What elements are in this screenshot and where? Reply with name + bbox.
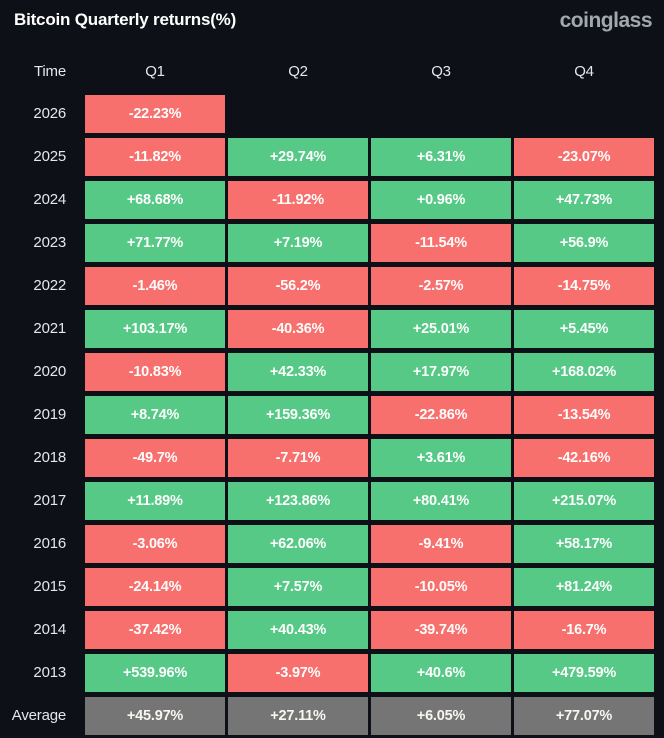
page-title: Bitcoin Quarterly returns(%) bbox=[14, 10, 237, 29]
return-cell-2022-q1: -1.46% bbox=[85, 267, 225, 305]
row-label-2018: 2018 bbox=[33, 449, 66, 466]
return-cell-2018-q3: +3.61% bbox=[371, 439, 511, 477]
return-cell-2022-q2: -56.2% bbox=[228, 267, 368, 305]
row-label-2026: 2026 bbox=[33, 105, 66, 122]
row-label-2015: 2015 bbox=[33, 578, 66, 595]
col-header-time: Time bbox=[34, 63, 66, 80]
return-cell-2013-q1: +539.96% bbox=[85, 654, 225, 692]
row-label-average: Average bbox=[11, 707, 66, 724]
return-cell-2021-q2: -40.36% bbox=[228, 310, 368, 348]
return-cell-2013-q3: +40.6% bbox=[371, 654, 511, 692]
return-cell-2025-q3: +6.31% bbox=[371, 138, 511, 176]
row-label-2013: 2013 bbox=[33, 664, 66, 681]
col-header-q2: Q2 bbox=[288, 63, 308, 80]
return-cell-2023-q4: +56.9% bbox=[514, 224, 654, 262]
return-cell-2017-q1: +11.89% bbox=[85, 482, 225, 520]
return-cell-2024-q4: +47.73% bbox=[514, 181, 654, 219]
return-cell-2020-q4: +168.02% bbox=[514, 353, 654, 391]
return-cell-average-q1: +45.97% bbox=[85, 697, 225, 735]
return-cell-2019-q3: -22.86% bbox=[371, 396, 511, 434]
return-cell-2016-q1: -3.06% bbox=[85, 525, 225, 563]
return-cell-2015-q3: -10.05% bbox=[371, 568, 511, 606]
return-cell-2015-q1: -24.14% bbox=[85, 568, 225, 606]
return-cell-2018-q1: -49.7% bbox=[85, 439, 225, 477]
return-cell-2023-q1: +71.77% bbox=[85, 224, 225, 262]
return-cell-2016-q4: +58.17% bbox=[514, 525, 654, 563]
return-cell-2024-q1: +68.68% bbox=[85, 181, 225, 219]
return-cell-2014-q4: -16.7% bbox=[514, 611, 654, 649]
return-cell-2014-q1: -37.42% bbox=[85, 611, 225, 649]
return-cell-average-q2: +27.11% bbox=[228, 697, 368, 735]
return-cell-2017-q4: +215.07% bbox=[514, 482, 654, 520]
row-label-2021: 2021 bbox=[33, 320, 66, 337]
return-cell-2024-q2: -11.92% bbox=[228, 181, 368, 219]
row-label-2024: 2024 bbox=[33, 191, 66, 208]
return-cell-2025-q1: -11.82% bbox=[85, 138, 225, 176]
row-label-2020: 2020 bbox=[33, 363, 66, 380]
return-cell-2025-q4: -23.07% bbox=[514, 138, 654, 176]
row-label-2014: 2014 bbox=[33, 621, 66, 638]
return-cell-2013-q4: +479.59% bbox=[514, 654, 654, 692]
return-cell-2022-q3: -2.57% bbox=[371, 267, 511, 305]
return-cell-2020-q3: +17.97% bbox=[371, 353, 511, 391]
row-label-2023: 2023 bbox=[33, 234, 66, 251]
return-cell-2026-q3 bbox=[371, 95, 511, 133]
return-cell-2016-q3: -9.41% bbox=[371, 525, 511, 563]
page-header: Bitcoin Quarterly returns(%) coinglass bbox=[0, 0, 664, 40]
return-cell-2017-q2: +123.86% bbox=[228, 482, 368, 520]
row-label-2017: 2017 bbox=[33, 492, 66, 509]
return-cell-2017-q3: +80.41% bbox=[371, 482, 511, 520]
return-cell-2018-q2: -7.71% bbox=[228, 439, 368, 477]
return-cell-2014-q3: -39.74% bbox=[371, 611, 511, 649]
return-cell-2026-q4 bbox=[514, 95, 654, 133]
col-header-q3: Q3 bbox=[431, 63, 451, 80]
return-cell-2015-q4: +81.24% bbox=[514, 568, 654, 606]
return-cell-2019-q2: +159.36% bbox=[228, 396, 368, 434]
return-cell-2019-q1: +8.74% bbox=[85, 396, 225, 434]
return-cell-2018-q4: -42.16% bbox=[514, 439, 654, 477]
return-cell-2019-q4: -13.54% bbox=[514, 396, 654, 434]
col-header-q4: Q4 bbox=[574, 63, 594, 80]
return-cell-2022-q4: -14.75% bbox=[514, 267, 654, 305]
return-cell-2023-q3: -11.54% bbox=[371, 224, 511, 262]
coinglass-logo[interactable]: coinglass bbox=[559, 9, 653, 32]
return-cell-2024-q3: +0.96% bbox=[371, 181, 511, 219]
returns-table: 2026 -22.23% 2025 -11.82% +29.74% +6.31% -23.0… bbox=[0, 95, 654, 735]
return-cell-2025-q2: +29.74% bbox=[228, 138, 368, 176]
return-cell-2021-q1: +103.17% bbox=[85, 310, 225, 348]
row-label-2019: 2019 bbox=[33, 406, 66, 423]
table-column-headers: Time Q1 Q2 Q3 Q4 bbox=[0, 62, 654, 82]
return-cell-2014-q2: +40.43% bbox=[228, 611, 368, 649]
return-cell-2015-q2: +7.57% bbox=[228, 568, 368, 606]
return-cell-2020-q2: +42.33% bbox=[228, 353, 368, 391]
return-cell-2021-q3: +25.01% bbox=[371, 310, 511, 348]
return-cell-2020-q1: -10.83% bbox=[85, 353, 225, 391]
return-cell-2013-q2: -3.97% bbox=[228, 654, 368, 692]
return-cell-2026-q2 bbox=[228, 95, 368, 133]
row-label-2025: 2025 bbox=[33, 148, 66, 165]
return-cell-average-q4: +77.07% bbox=[514, 697, 654, 735]
return-cell-2021-q4: +5.45% bbox=[514, 310, 654, 348]
row-label-2022: 2022 bbox=[33, 277, 66, 294]
col-header-q1: Q1 bbox=[145, 63, 165, 80]
return-cell-2023-q2: +7.19% bbox=[228, 224, 368, 262]
return-cell-2016-q2: +62.06% bbox=[228, 525, 368, 563]
return-cell-average-q3: +6.05% bbox=[371, 697, 511, 735]
return-cell-2026-q1: -22.23% bbox=[85, 95, 225, 133]
row-label-2016: 2016 bbox=[33, 535, 66, 552]
